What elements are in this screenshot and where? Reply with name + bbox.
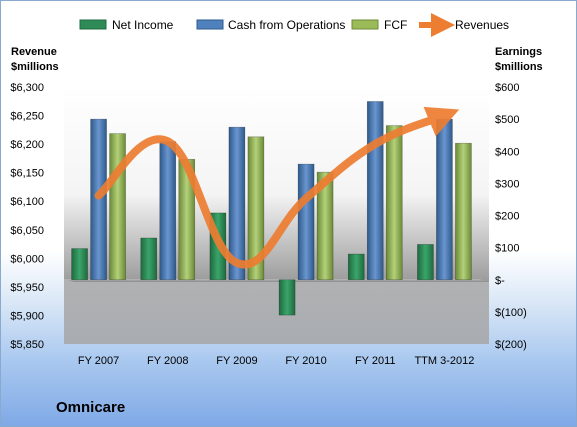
category-label-fy-2009: FY 2009 [216,355,257,367]
left-tick-label: $6,200 [10,139,44,151]
bar-fcf-ttm-3-2012 [455,142,472,281]
legend-label-fcf: FCF [384,18,407,32]
right-axis-title-line1: Earnings [495,46,542,58]
bar-net-income-ttm-3-2012 [417,244,434,281]
chart-legend: Net Income Cash from Operations FCF Reve… [79,13,509,37]
right-tick-label: $200 [495,211,519,223]
left-tick-label: $6,250 [10,111,44,123]
bar-cash-from-operations-fy-2008 [159,141,177,281]
bar-fcf-fy-2009 [247,136,265,281]
legend-label-revenues: Revenues [455,18,509,32]
category-labels: FY 2007 FY 2008 FY 2009 FY 2010 FY 2011 TTM 3… [78,355,474,367]
left-tick-label: $6,150 [10,168,44,180]
bar-net-income-fy-2008 [140,237,158,281]
revenues-line-group [94,106,460,269]
legend-swatch-cash-from-operations [196,19,224,30]
legend-label-cash-from-operations: Cash from Operations [228,18,345,32]
category-label-fy-2008: FY 2008 [147,355,188,367]
left-tick-label: $5,950 [10,282,44,294]
category-label-fy-2011: FY 2011 [355,355,396,367]
right-tick-label: $600 [495,82,519,94]
bar-cash-from-operations-fy-2009 [228,126,246,281]
left-tick-label: $5,850 [10,339,44,351]
category-label-ttm-3-2012: TTM 3-2012 [414,355,474,367]
right-axis-title-line2: $millions [495,61,543,73]
left-tick-label: $6,050 [10,225,44,237]
right-tick-label: $500 [495,114,519,126]
category-label-fy-2007: FY 2007 [78,355,119,367]
left-tick-label: $6,000 [10,253,44,265]
bar-cash-from-operations-fy-2010 [297,163,315,281]
right-tick-label: $400 [495,146,519,158]
right-axis-ticks: $600 $500 $400 $300 $200 $100 $- $(100) $(200) [495,82,527,351]
bar-net-income-fy-2011 [347,253,365,281]
bar-fcf-fy-2010 [316,171,334,281]
bar-cash-from-operations-fy-2011 [366,101,384,281]
left-axis-ticks: $6,300 $6,250 $6,200 $6,150 $6,100 $6,050 $6,0… [10,82,44,351]
left-tick-label: $6,100 [10,196,44,208]
bar-cash-from-operations-ttm-3-2012 [436,118,453,281]
left-tick-label: $5,900 [10,310,44,322]
legend-swatch-fcf [351,19,379,30]
right-tick-label: $- [495,275,505,287]
legend-label-net-income: Net Income [112,18,174,32]
right-tick-label: $300 [495,178,519,190]
right-tick-label: $100 [495,243,519,255]
legend-swatch-net-income [79,19,107,30]
category-label-fy-2010: FY 2010 [285,355,326,367]
left-tick-label: $6,300 [10,82,44,94]
left-axis-title-line1: Revenue [11,46,57,58]
right-tick-label: $(100) [495,307,527,319]
left-axis-title-line2: $millions [11,61,59,73]
company-name: Omnicare [56,399,126,416]
bar-net-income-fy-2010 [278,279,296,316]
bar-fcf-fy-2011 [385,125,403,281]
bar-fcf-fy-2007 [109,133,126,281]
plot-lower-wall [64,279,489,344]
bar-net-income-fy-2007 [71,248,88,281]
right-tick-label: $(200) [495,339,527,351]
